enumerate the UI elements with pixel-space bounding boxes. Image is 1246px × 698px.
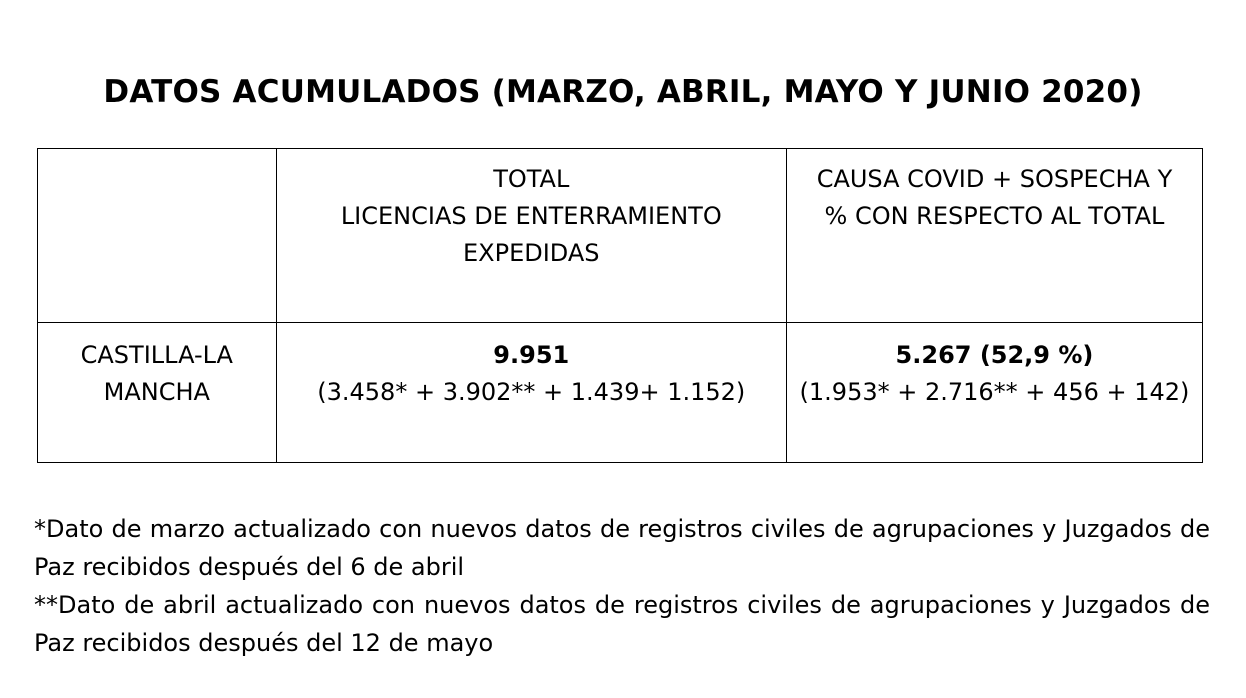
total-cell: 9.951 (3.458* + 3.902** + 1.439+ 1.152): [275, 322, 787, 463]
covid-cell: 5.267 (52,9 %) (1.953* + 2.716** + 456 +…: [785, 322, 1204, 463]
header-total-line: EXPEDIDAS: [463, 239, 600, 267]
header-region-cell: [37, 148, 277, 323]
footnote-april: **Dato de abril actualizado con nuevos d…: [34, 591, 1210, 657]
covid-value: 5.267 (52,9 %): [895, 341, 1094, 369]
region-name-line: CASTILLA-LA: [80, 341, 233, 369]
table-header-row: TOTAL LICENCIAS DE ENTERRAMIENTO EXPEDID…: [37, 148, 1204, 323]
region-name-line: MANCHA: [103, 378, 210, 406]
header-covid-cell: CAUSA COVID + SOSPECHA Y % CON RESPECTO …: [785, 148, 1204, 323]
total-breakdown: (3.458* + 3.902** + 1.439+ 1.152): [317, 378, 746, 406]
header-total-line: LICENCIAS DE ENTERRAMIENTO: [340, 202, 722, 230]
header-total-line: TOTAL: [493, 165, 570, 193]
footnote-march: *Dato de marzo actualizado con nuevos da…: [34, 515, 1210, 581]
region-cell: CASTILLA-LA MANCHA: [37, 322, 277, 463]
total-value: 9.951: [493, 341, 570, 369]
page-title: DATOS ACUMULADOS (MARZO, ABRIL, MAYO Y J…: [103, 74, 1143, 110]
header-total-cell: TOTAL LICENCIAS DE ENTERRAMIENTO EXPEDID…: [275, 148, 787, 323]
data-table: TOTAL LICENCIAS DE ENTERRAMIENTO EXPEDID…: [37, 148, 1204, 463]
header-covid-line: CAUSA COVID + SOSPECHA Y: [816, 165, 1173, 193]
covid-breakdown: (1.953* + 2.716** + 456 + 142): [799, 378, 1190, 406]
header-covid-line: % CON RESPECTO AL TOTAL: [824, 202, 1165, 230]
table-row: CASTILLA-LA MANCHA 9.951 (3.458* + 3.902…: [37, 322, 1204, 463]
footnotes: *Dato de marzo actualizado con nuevos da…: [34, 510, 1210, 662]
